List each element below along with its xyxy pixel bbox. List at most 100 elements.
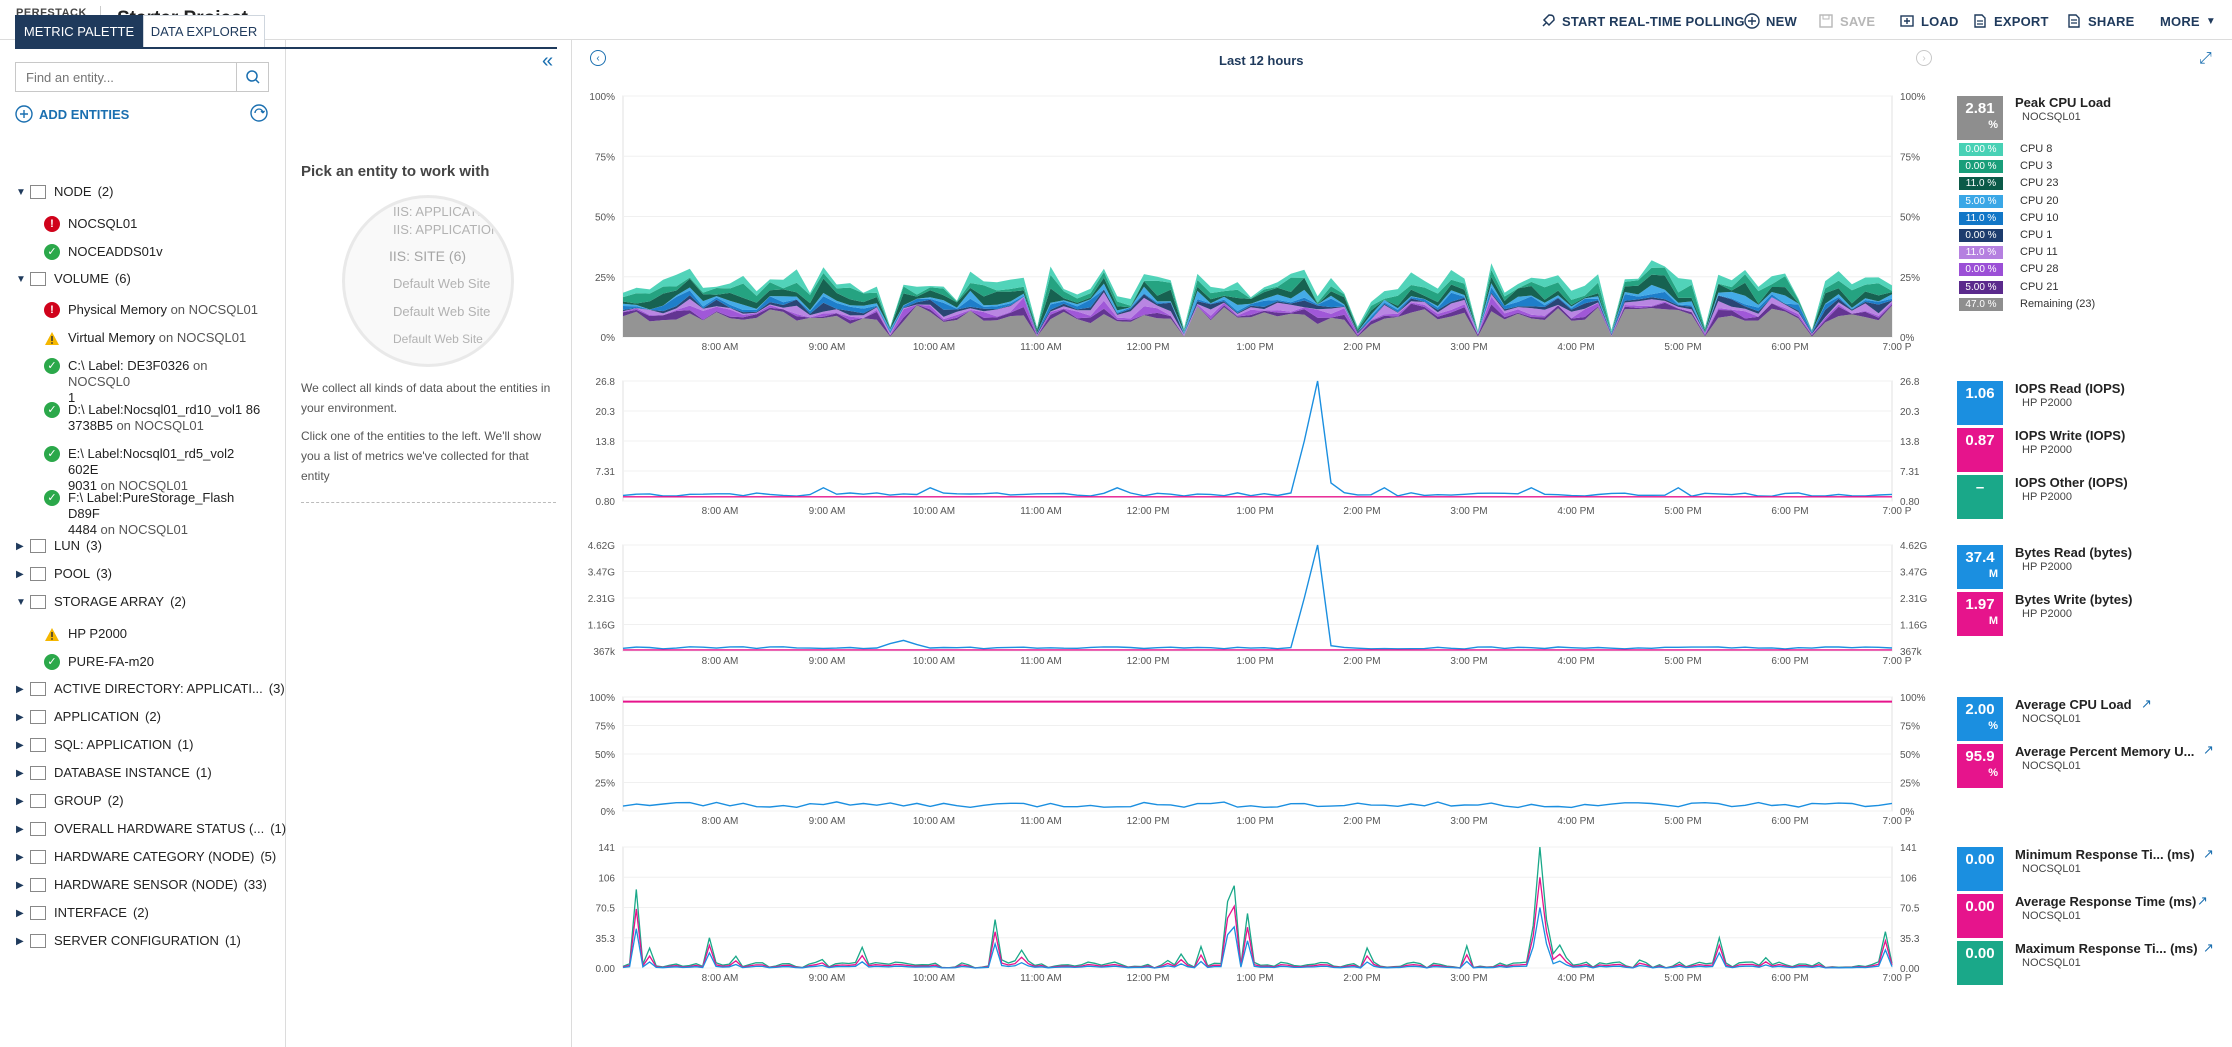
tree-group[interactable]: ▼ STORAGE ARRAY (2) [16,594,186,611]
tree-entity-text: F:\ Label:PureStorage_Flash D89F 4484 on … [68,490,264,538]
tree-group[interactable]: ▶ SERVER CONFIGURATION (1) [16,933,241,950]
x-tick-label: 5:00 PM [1664,506,1701,517]
ok-status-icon: ✓ [44,446,60,462]
tree-entity[interactable]: ✓ NOCEADDS01v [44,244,264,260]
add-entities-button[interactable]: ADD ENTITIES [15,105,129,123]
tree-entity[interactable]: Virtual Memory on NOCSQL01 [44,330,264,346]
new-button[interactable]: NEW [1744,11,1797,31]
x-tick-label: 7:00 P [1883,506,1912,517]
tree-entity-text: E:\ Label:Nocsql01_rd5_vol2 602E 9031 on … [68,446,264,494]
next-time-icon[interactable]: › [1916,50,1932,66]
expand-icon[interactable]: ⤢ [2199,50,2212,67]
caret-right-icon[interactable]: ▶ [16,541,24,552]
share-button[interactable]: SHARE [2066,11,2135,31]
entity-type-icon [30,738,46,752]
group-count: (2) [145,709,161,724]
caret-down-icon[interactable]: ▼ [16,274,26,285]
legend-subtitle: NOCSQL01 [2022,713,2081,725]
refresh-icon[interactable] [250,104,268,127]
legend-title: Average Response Time (ms) [2015,894,2197,909]
search-button[interactable] [236,63,268,91]
tree-group[interactable]: ▶ SQL: APPLICATION (1) [16,737,193,754]
tree-entity[interactable]: ✓ PURE-FA-m20 [44,654,264,670]
previous-time-icon[interactable]: ‹ [590,50,606,66]
tree-group[interactable]: ▶ INTERFACE (2) [16,905,149,922]
caret-down-icon[interactable]: ▼ [16,187,26,198]
legend-subtitle: NOCSQL01 [2022,910,2081,922]
entity-parent: on NOCSQL01 [166,302,259,317]
x-tick-label: 2:00 PM [1343,816,1380,827]
tree-entity[interactable]: ! NOCSQL01 [44,216,264,232]
tree-group[interactable]: ▼ NODE (2) [16,184,113,201]
tab-data-explorer[interactable]: DATA EXPLORER [143,15,265,47]
pin-icon[interactable]: ↗ [2203,846,2214,861]
caret-right-icon[interactable]: ▶ [16,768,24,779]
warning-status-icon [44,626,60,642]
x-tick-label: 3:00 PM [1450,973,1487,984]
group-label: STORAGE ARRAY [54,594,165,609]
tree-entity-text: HP P2000 [68,626,264,642]
palette-tabs: METRIC PALETTE DATA EXPLORER [15,15,557,49]
tree-group[interactable]: ▶ HARDWARE CATEGORY (NODE) (5) [16,849,276,866]
entity-label: PURE-FA-m20 [68,654,154,669]
caret-right-icon[interactable]: ▶ [16,936,24,947]
y-tick-label: 141 [598,843,615,854]
collapse-panel-icon[interactable]: « [542,50,554,72]
caret-right-icon[interactable]: ▶ [16,684,24,695]
x-tick-label: 1:00 PM [1236,973,1273,984]
entity-search-input[interactable] [16,63,236,91]
tree-group[interactable]: ▶ OVERALL HARDWARE STATUS (... (1) [16,821,286,838]
pin-icon[interactable]: ↗ [2197,893,2208,908]
tree-group[interactable]: ▶ DATABASE INSTANCE (1) [16,765,212,782]
y-tick-label-right: 367k [1900,647,1923,658]
tree-entity[interactable]: ✓ D:\ Label:Nocsql01_rd10_vol1 86 3738B5 o… [44,402,264,434]
group-count: (1) [270,821,287,836]
tree-group[interactable]: ▶ POOL (3) [16,566,112,583]
pin-icon[interactable]: ↗ [2141,696,2152,711]
export-button[interactable]: EXPORT [1972,11,2049,31]
legend-unit: % [1988,720,1998,732]
series-value-chip: 0.00 % [1959,229,2003,242]
caret-down-icon[interactable]: ▼ [16,597,26,608]
tree-group[interactable]: ▶ ACTIVE DIRECTORY: APPLICATI... (3) [16,681,285,698]
series-name: CPU 23 [2020,177,2059,190]
tree-group[interactable]: ▼ VOLUME (6) [16,271,131,288]
caret-right-icon[interactable]: ▶ [16,852,24,863]
caret-right-icon[interactable]: ▶ [16,712,24,723]
tree-entity[interactable]: HP P2000 [44,626,264,642]
caret-right-icon[interactable]: ▶ [16,569,24,580]
tree-group[interactable]: ▶ HARDWARE SENSOR (NODE) (33) [16,877,267,894]
pin-icon[interactable]: ↗ [2203,940,2214,955]
tree-entity[interactable]: ✓ C:\ Label: DE3F0326 on NOCSQL0 1 [44,358,264,406]
group-label: NODE [54,184,92,199]
tree-group[interactable]: ▶ APPLICATION (2) [16,709,161,726]
caret-right-icon[interactable]: ▶ [16,824,24,835]
save-button[interactable]: SAVE [1818,11,1875,31]
entity-parent: on NOCSQL0 [68,358,208,389]
caret-right-icon[interactable]: ▶ [16,908,24,919]
caret-right-icon[interactable]: ▶ [16,796,24,807]
load-button[interactable]: LOAD [1899,11,1959,31]
start-realtime-polling-button[interactable]: START REAL-TIME POLLING [1540,11,1745,31]
tree-entity[interactable]: ✓ E:\ Label:Nocsql01_rd5_vol2 602E 9031 on… [44,446,264,494]
caret-right-icon[interactable]: ▶ [16,880,24,891]
entity-type-icon [30,272,46,286]
tree-group[interactable]: ▶ GROUP (2) [16,793,124,810]
x-tick-label: 11:00 AM [1020,342,1062,353]
group-label: HARDWARE CATEGORY (NODE) [54,849,255,864]
caret-right-icon[interactable]: ▶ [16,740,24,751]
entity-label: D:\ Label:Nocsql01_rd10_vol1 86 [68,402,261,417]
y-tick-label-right: 0.80 [1900,497,1920,508]
x-tick-label: 5:00 PM [1664,342,1701,353]
legend-title: Average Percent Memory U... [2015,744,2195,759]
tree-entity[interactable]: ! Physical Memory on NOCSQL01 [44,302,264,318]
y-tick-label-right: 26.8 [1900,377,1920,388]
tab-metric-palette[interactable]: METRIC PALETTE [15,15,143,47]
tree-group[interactable]: ▶ LUN (3) [16,538,102,555]
tree-entity[interactable]: ✓ F:\ Label:PureStorage_Flash D89F 4484 on… [44,490,264,538]
x-tick-label: 9:00 AM [809,973,846,984]
pin-icon[interactable]: ↗ [2203,742,2214,757]
time-range-label[interactable]: Last 12 hours [1219,53,1304,68]
more-button[interactable]: MORE ▼ [2160,13,2216,29]
group-count: (5) [260,849,277,864]
